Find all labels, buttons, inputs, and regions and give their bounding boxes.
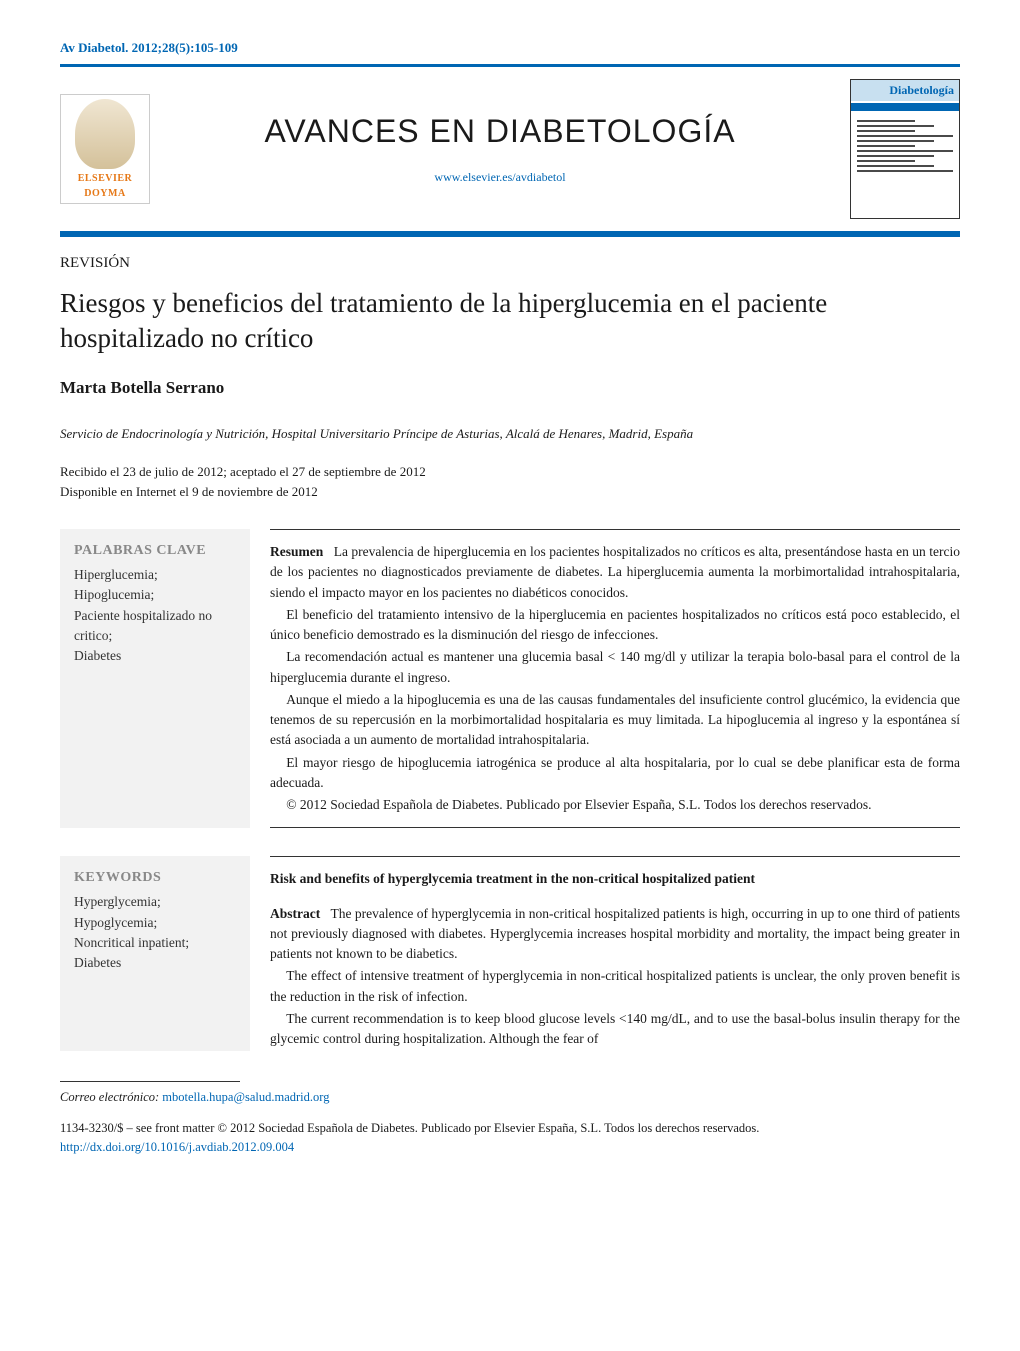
dates-received: Recibido el 23 de julio de 2012; aceptad… — [60, 462, 960, 482]
abstract-es-bottom-rule — [270, 827, 960, 828]
journal-title-block: AVANCES EN DIABETOLOGÍA www.elsevier.es/… — [150, 113, 850, 186]
correo-label: Correo electrónico: — [60, 1090, 159, 1104]
abstract-es-p3: La recomendación actual es mantener una … — [270, 647, 960, 688]
footer-divider — [60, 1081, 240, 1082]
authors: Marta Botella Serrano — [60, 378, 960, 398]
article-type: REVISIÓN — [60, 255, 960, 272]
abstract-en-title: Risk and benefits of hyperglycemia treat… — [270, 869, 960, 889]
elsevier-tree-icon — [75, 99, 135, 169]
abstract-en-top-rule — [270, 856, 960, 857]
cover-band — [851, 103, 959, 111]
article-title: Riesgos y beneficios del tratamiento de … — [60, 286, 960, 356]
abstract-es-p4: Aunque el miedo a la hipoglucemia es una… — [270, 690, 960, 751]
dates-online: Disponible en Internet el 9 de noviembre… — [60, 482, 960, 502]
abstract-es-p1: Resumen La prevalencia de hiperglucemia … — [270, 542, 960, 603]
abstract-en-p1-text: The prevalence of hyperglycemia in non-c… — [270, 906, 960, 962]
keywords-en-heading: KEYWORDS — [74, 870, 236, 886]
citation-header: Av Diabetol. 2012;28(5):105-109 — [60, 40, 960, 56]
publisher-logo: ELSEVIER DOYMA — [60, 94, 150, 204]
correo-email-link[interactable]: mbotella.hupa@salud.madrid.org — [162, 1090, 329, 1104]
abstract-es-container: PALABRAS CLAVE Hiperglucemia; Hipoglucem… — [60, 529, 960, 828]
resumen-label: Resumen — [270, 544, 323, 559]
header-divider — [60, 64, 960, 67]
abstract-en-p3: The current recommendation is to keep bl… — [270, 1009, 960, 1050]
publisher-name-2: DOYMA — [84, 188, 125, 199]
journal-cover-thumbnail: Diabetología — [850, 79, 960, 219]
abstract-es-copyright: © 2012 Sociedad Española de Diabetes. Pu… — [270, 795, 960, 815]
abstract-es-p2: El beneficio del tratamiento intensivo d… — [270, 605, 960, 646]
copyright-text: 1134-3230/$ – see front matter © 2012 So… — [60, 1119, 960, 1138]
abstract-es-top-rule — [270, 529, 960, 530]
keywords-es-box: PALABRAS CLAVE Hiperglucemia; Hipoglucem… — [60, 529, 250, 828]
keywords-es-heading: PALABRAS CLAVE — [74, 543, 236, 559]
correo-line: Correo electrónico: mbotella.hupa@salud.… — [60, 1090, 960, 1105]
journal-header: ELSEVIER DOYMA AVANCES EN DIABETOLOGÍA w… — [60, 79, 960, 219]
keywords-en-list: Hyperglycemia; Hypoglycemia; Noncritical… — [74, 892, 236, 973]
copyright-footer: 1134-3230/$ – see front matter © 2012 So… — [60, 1119, 960, 1157]
cover-title: Diabetología — [851, 80, 959, 101]
abstract-es-p1-text: La prevalencia de hiperglucemia en los p… — [270, 544, 960, 600]
abstract-es-content: Resumen La prevalencia de hiperglucemia … — [270, 529, 960, 828]
doi-link[interactable]: http://dx.doi.org/10.1016/j.avdiab.2012.… — [60, 1140, 294, 1154]
abstract-en-p1: Abstract The prevalence of hyperglycemia… — [270, 904, 960, 965]
affiliation: Servicio de Endocrinología y Nutrición, … — [60, 426, 960, 442]
cover-content-lines — [851, 111, 959, 181]
publisher-name-1: ELSEVIER — [78, 173, 133, 184]
journal-url-link[interactable]: www.elsevier.es/avdiabetol — [434, 170, 565, 185]
header-bottom-divider — [60, 231, 960, 237]
journal-title: AVANCES EN DIABETOLOGÍA — [150, 113, 850, 150]
keywords-en-box: KEYWORDS Hyperglycemia; Hypoglycemia; No… — [60, 856, 250, 1051]
abstract-es-p5: El mayor riesgo de hipoglucemia iatrogén… — [270, 753, 960, 794]
abstract-en-container: KEYWORDS Hyperglycemia; Hypoglycemia; No… — [60, 856, 960, 1051]
abstract-en-content: Risk and benefits of hyperglycemia treat… — [270, 856, 960, 1051]
article-dates: Recibido el 23 de julio de 2012; aceptad… — [60, 462, 960, 501]
abstract-label: Abstract — [270, 906, 320, 921]
keywords-es-list: Hiperglucemia; Hipoglucemia; Paciente ho… — [74, 565, 236, 666]
abstract-en-p2: The effect of intensive treatment of hyp… — [270, 966, 960, 1007]
